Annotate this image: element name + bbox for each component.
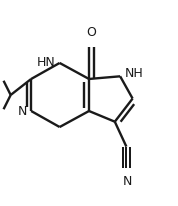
Text: N: N (17, 105, 27, 118)
Text: HN: HN (36, 56, 55, 69)
Text: N: N (123, 175, 132, 188)
Text: NH: NH (125, 67, 143, 80)
Text: O: O (86, 26, 96, 40)
